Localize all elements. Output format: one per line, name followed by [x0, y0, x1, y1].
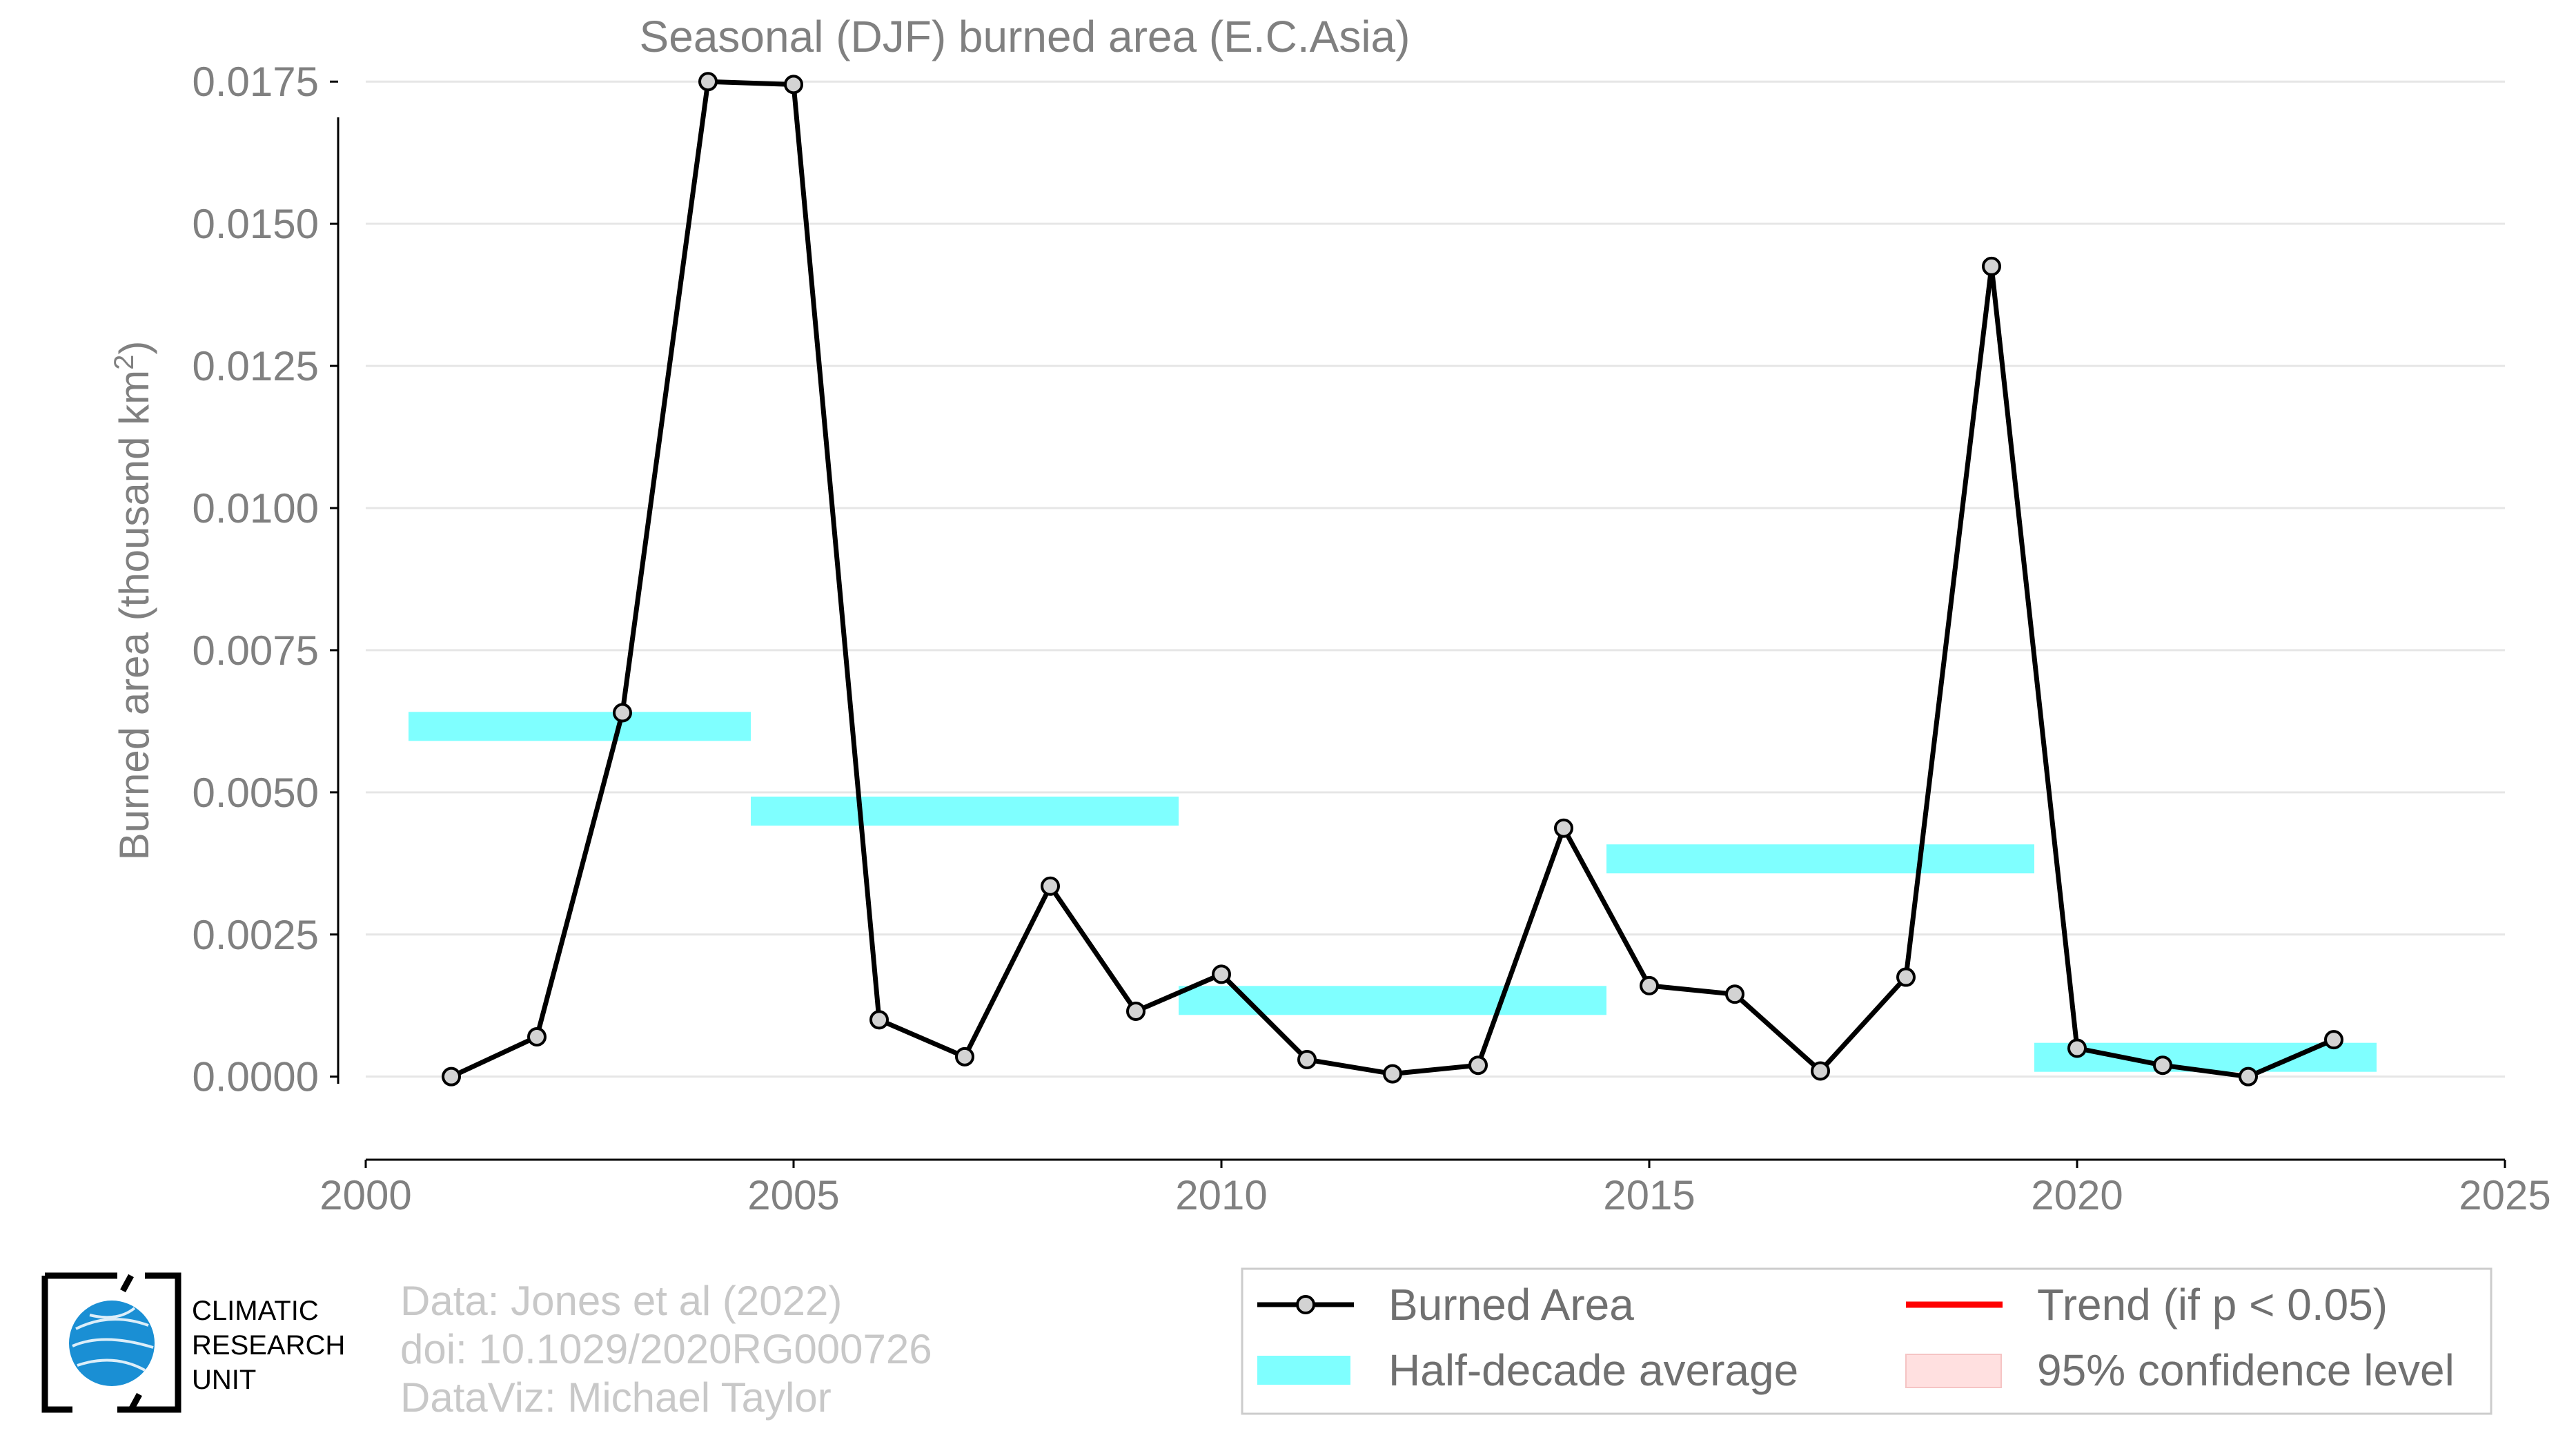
- y-tick-label: 0.0075: [192, 627, 319, 674]
- burned-area-series: [450, 79, 2335, 1080]
- logo-text-research: RESEARCH: [192, 1330, 345, 1361]
- y-tick-label: 0.0125: [192, 343, 319, 389]
- data-point: [869, 1010, 889, 1030]
- data-point: [1725, 984, 1744, 1004]
- data-point: [527, 1027, 547, 1047]
- legend-swatch-halfdecade: [1257, 1356, 1350, 1385]
- half-decade-bar: [409, 712, 751, 741]
- y-tick-label: 0.0050: [192, 770, 319, 816]
- data-point: [1554, 818, 1573, 838]
- logo-text-unit: UNIT: [192, 1365, 256, 1395]
- legend-label-confidence: 95% confidence level: [2037, 1345, 2455, 1395]
- credit-doi: doi: 10.1029/2020RG000726: [400, 1326, 932, 1372]
- legend: Burned Area Trend (if p < 0.05) Half-dec…: [1241, 1267, 2493, 1415]
- cru-logo: CLIMATIC RESEARCH UNIT: [41, 1272, 345, 1413]
- chart-title: Seasonal (DJF) burned area (E.C.Asia): [640, 12, 1410, 61]
- logo-text-climatic: CLIMATIC: [192, 1296, 319, 1326]
- y-axis-ticks: 0.0000 0.0025 0.0050 0.0075 0.0100 0.0125 0.01…: [192, 59, 338, 1100]
- data-point: [1811, 1061, 1830, 1081]
- legend-label-trend: Trend (if p < 0.05): [2037, 1280, 2388, 1330]
- x-tick-label: 2010: [1175, 1172, 1267, 1218]
- legend-label-halfdecade: Half-decade average: [1388, 1345, 1798, 1395]
- data-point: [2239, 1067, 2258, 1087]
- data-point: [442, 1067, 461, 1087]
- data-point: [955, 1046, 974, 1067]
- x-tick-label: 2025: [2459, 1172, 2550, 1218]
- half-decade-bar: [1606, 844, 2034, 874]
- data-point: [784, 75, 803, 95]
- y-tick-label: 0.0150: [192, 201, 319, 247]
- credit-data: Data: Jones et al (2022): [400, 1278, 842, 1324]
- x-tick-label: 2015: [1603, 1172, 1695, 1218]
- data-point: [1126, 1001, 1146, 1021]
- burned-area-points: [442, 72, 2343, 1087]
- x-tick-label: 2005: [747, 1172, 839, 1218]
- legend-swatch-confidence: [1905, 1354, 2002, 1388]
- y-axis-label: Burned area (thousand km2): [109, 341, 157, 861]
- data-point: [1640, 975, 1659, 995]
- y-tick-label: 0.0000: [192, 1054, 319, 1100]
- data-point: [1297, 1049, 1317, 1069]
- half-decade-bar: [1179, 986, 1606, 1015]
- y-tick-label: 0.0025: [192, 912, 319, 958]
- credit-dataviz: DataViz: Michael Taylor: [400, 1374, 832, 1421]
- credits: Data: Jones et al (2022) doi: 10.1029/20…: [400, 1278, 932, 1421]
- data-point: [1896, 967, 1916, 987]
- x-tick-label: 2000: [319, 1172, 411, 1218]
- data-point: [1212, 964, 1231, 984]
- globe-lines: [72, 1307, 154, 1372]
- data-point: [1982, 256, 2001, 276]
- data-point: [1468, 1055, 1488, 1075]
- legend-box: [1241, 1267, 2493, 1415]
- data-point: [2153, 1055, 2172, 1075]
- data-point: [613, 703, 632, 723]
- x-tick-label: 2020: [2031, 1172, 2123, 1218]
- legend-label-burned: Burned Area: [1388, 1280, 1634, 1330]
- data-point: [2324, 1030, 2343, 1050]
- half-decade-bar: [751, 797, 1179, 826]
- logo-bracket: [41, 1272, 181, 1413]
- burned-area-line: [450, 79, 2335, 1080]
- half-decade-bars: [409, 712, 2377, 1072]
- y-tick-label: 0.0175: [192, 59, 319, 105]
- grid-lines: [366, 80, 2505, 1078]
- x-axis-ticks: 2000 2005 2010 2015 2020 2025: [319, 1160, 2551, 1218]
- legend-marker-burned: [1296, 1295, 1315, 1314]
- data-point: [1041, 876, 1060, 896]
- data-point: [1383, 1064, 1402, 1084]
- data-point: [698, 72, 718, 92]
- data-point: [2067, 1038, 2087, 1058]
- y-tick-label: 0.0100: [192, 485, 319, 532]
